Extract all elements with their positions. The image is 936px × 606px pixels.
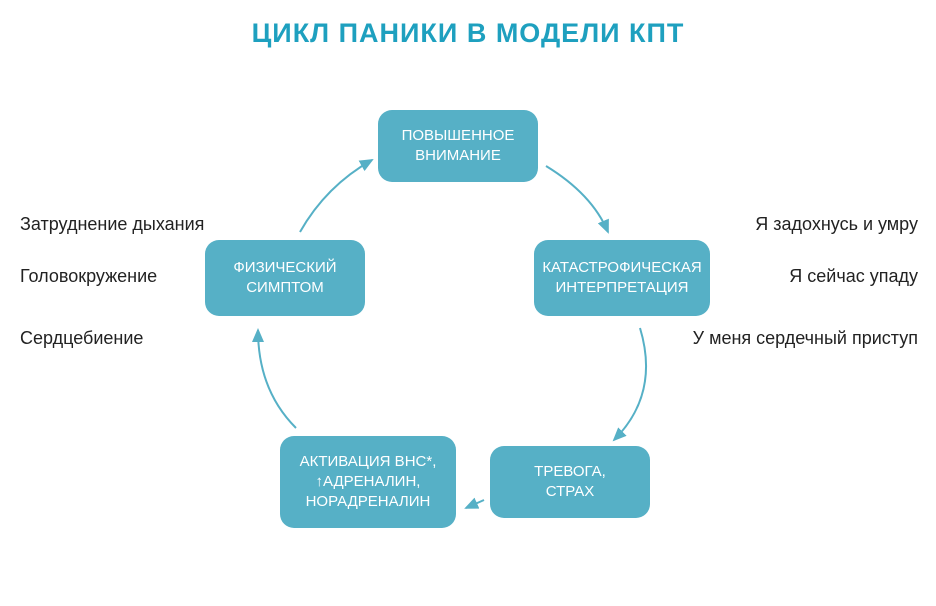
diagram-title: ЦИКЛ ПАНИКИ В МОДЕЛИ КПТ: [0, 18, 936, 49]
arrow-a4: [300, 160, 372, 232]
arrow-a3: [258, 330, 296, 428]
label-right-2: У меня сердечный приступ: [693, 328, 918, 349]
arrow-a2: [466, 500, 484, 508]
label-right-0: Я задохнусь и умру: [755, 214, 918, 235]
label-left-1: Головокружение: [20, 266, 157, 287]
node-attention: ПОВЫШЕННОЕВНИМАНИЕ: [378, 110, 538, 182]
node-activation: АКТИВАЦИЯ ВНС*,↑АДРЕНАЛИН,НОРАДРЕНАЛИН: [280, 436, 456, 528]
diagram-canvas: { "title": { "text": "ЦИКЛ ПАНИКИ В МОДЕ…: [0, 0, 936, 606]
label-left-0: Затруднение дыхания: [20, 214, 204, 235]
node-symptom: ФИЗИЧЕСКИЙСИМПТОМ: [205, 240, 365, 316]
cycle-arrows: [0, 0, 936, 606]
node-interpretation: КАТАСТРОФИЧЕСКАЯИНТЕРПРЕТАЦИЯ: [534, 240, 710, 316]
label-left-2: Сердцебиение: [20, 328, 143, 349]
arrow-a0: [546, 166, 608, 232]
label-right-1: Я сейчас упаду: [789, 266, 918, 287]
node-anxiety: ТРЕВОГА,СТРАХ: [490, 446, 650, 518]
arrow-a1: [614, 328, 646, 440]
